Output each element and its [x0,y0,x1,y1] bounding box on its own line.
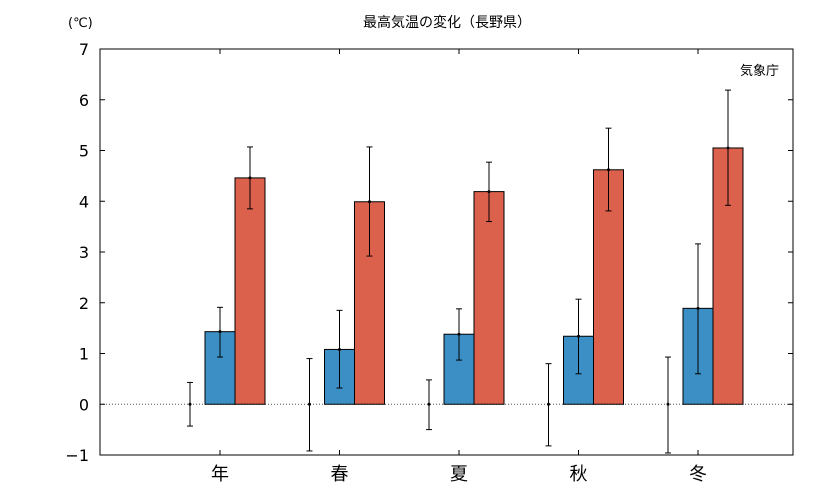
x-category-label: 冬 [689,464,707,485]
bar-value-point [696,306,700,310]
bar-value-point [577,334,580,338]
y-tick-label: −1 [65,446,89,465]
bar-value-point [248,176,252,180]
x-category-label: 年 [211,464,229,485]
x-category-label: 秋 [570,464,588,485]
bar-value-point [487,190,491,194]
x-category-label: 夏 [450,464,468,485]
bar-series-2 [473,191,505,405]
bar-value-point [607,168,610,172]
chart-title: 最高気温の変化（長野県） [363,14,531,31]
y-tick-label: 0 [79,395,89,414]
bar-value-point [218,330,222,334]
bar-value-point [726,146,730,150]
y-tick-label: 1 [79,345,89,364]
y-tick-label: 5 [79,142,89,161]
y-tick-label: 4 [79,192,89,211]
y-tick-label: 3 [79,243,89,262]
plot-frame [99,48,794,456]
y-tick-label: 2 [79,294,89,313]
bar-value-point [338,347,341,351]
x-category-label: 春 [331,464,349,485]
y-tick-label: 7 [79,40,89,59]
bar-value-point [457,332,461,336]
reference-point [547,402,550,406]
reference-point [666,402,670,406]
y-unit-label: (℃) [68,16,93,31]
y-tick-label: 6 [79,91,89,110]
reference-point [308,402,311,406]
bar-value-point [368,200,371,204]
reference-point [188,402,192,406]
bar-series-2 [234,177,266,405]
source-label: 気象庁 [740,63,779,79]
reference-point [427,402,431,406]
